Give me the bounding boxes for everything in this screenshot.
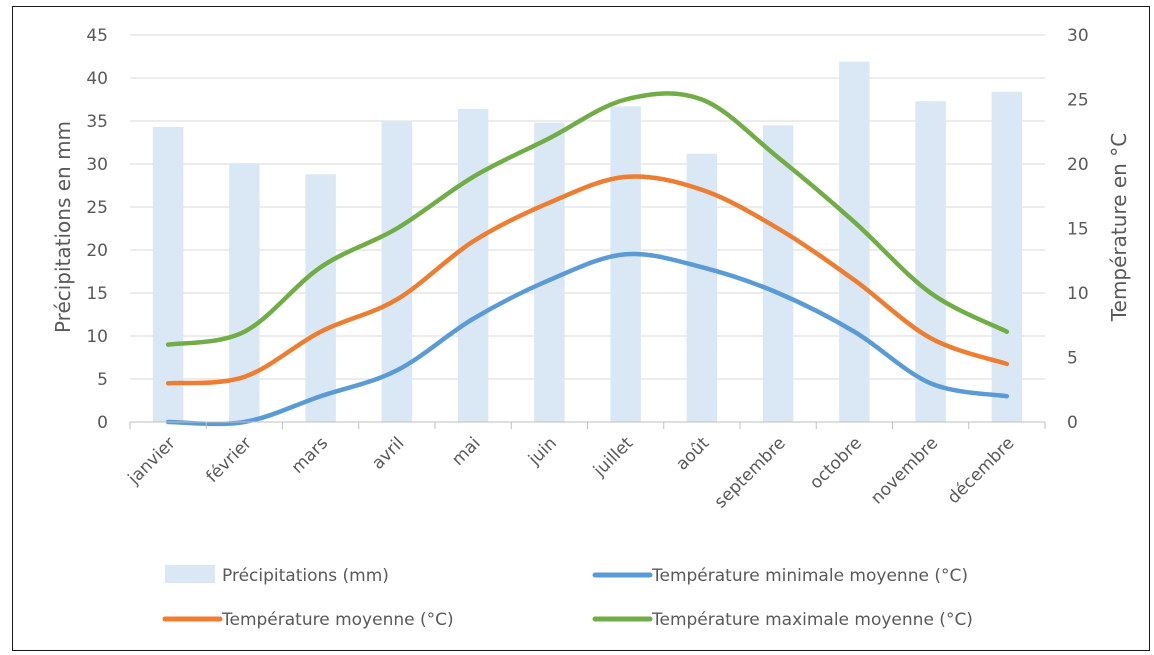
x-tick-label: mars [288,433,333,478]
y-tick-label: 20 [86,241,108,261]
bar [991,91,1023,422]
y-tick-label: 45 [86,26,108,46]
line-series [165,91,1010,427]
y-tick-label: 40 [86,69,108,89]
x-tick-label: décembre [944,433,1019,508]
y2-tick-label: 25 [1067,91,1089,111]
y-tick-label: 35 [86,112,108,132]
bar [152,127,184,423]
y2-tick-label: 0 [1067,413,1078,433]
y-tick-label: 15 [86,284,108,304]
y2-tick-label: 30 [1067,26,1089,46]
y-tick-label: 0 [97,413,108,433]
x-axis-ticks: janvier février mars avril mai juin juillet aoû… [124,433,1019,512]
series-line [165,174,1010,386]
axes [129,421,1046,429]
y2-tick-label: 5 [1067,349,1078,369]
legend-label: Précipitations (mm) [222,566,389,586]
bar [457,108,489,423]
x-tick-label: mai [448,433,485,470]
legend-label: Température maximale moyenne (°C) [651,610,973,630]
gridlines [130,34,1045,380]
x-tick-label: avril [368,433,408,473]
bar [305,174,336,422]
y-tick-label: 5 [97,370,108,390]
y-tick-label: 30 [86,155,108,175]
x-tick-label: novembre [867,433,942,508]
legend-label: Température moyenne (°C) [221,610,454,630]
legend: Précipitations (mm) Température minimale … [162,565,973,630]
x-tick-label: juillet [589,433,637,481]
left-axis-label: Précipitations en mm [51,121,75,333]
x-tick-label: septembre [711,433,790,512]
chart-frame [12,6,1150,651]
x-tick-label: août [672,433,713,474]
x-tick-label: juin [524,433,561,470]
x-tick-label: février [202,433,256,487]
bar [686,153,718,422]
series-line [165,251,1010,427]
y-tick-label: 25 [86,198,108,218]
bar [915,101,946,422]
bar-series [152,61,1023,423]
bar [534,122,565,422]
y2-tick-label: 10 [1067,284,1089,304]
x-tick-label: octobre [806,433,866,493]
x-tick-label: janvier [124,433,180,489]
y2-tick-label: 20 [1067,155,1089,175]
bar [762,125,794,423]
right-axis-ticks: 0 5 10 15 20 25 30 [1067,26,1089,433]
bar [839,61,870,422]
right-axis-label: Température en °C [1107,133,1131,322]
y2-tick-label: 15 [1067,220,1089,240]
left-axis-ticks: 0 5 10 15 20 25 30 35 40 45 [86,26,108,433]
bar [610,106,641,422]
bar [229,163,260,422]
series-line [165,91,1010,347]
legend-swatch [165,565,215,583]
y-tick-label: 10 [86,327,108,347]
legend-label: Température minimale moyenne (°C) [651,566,968,586]
